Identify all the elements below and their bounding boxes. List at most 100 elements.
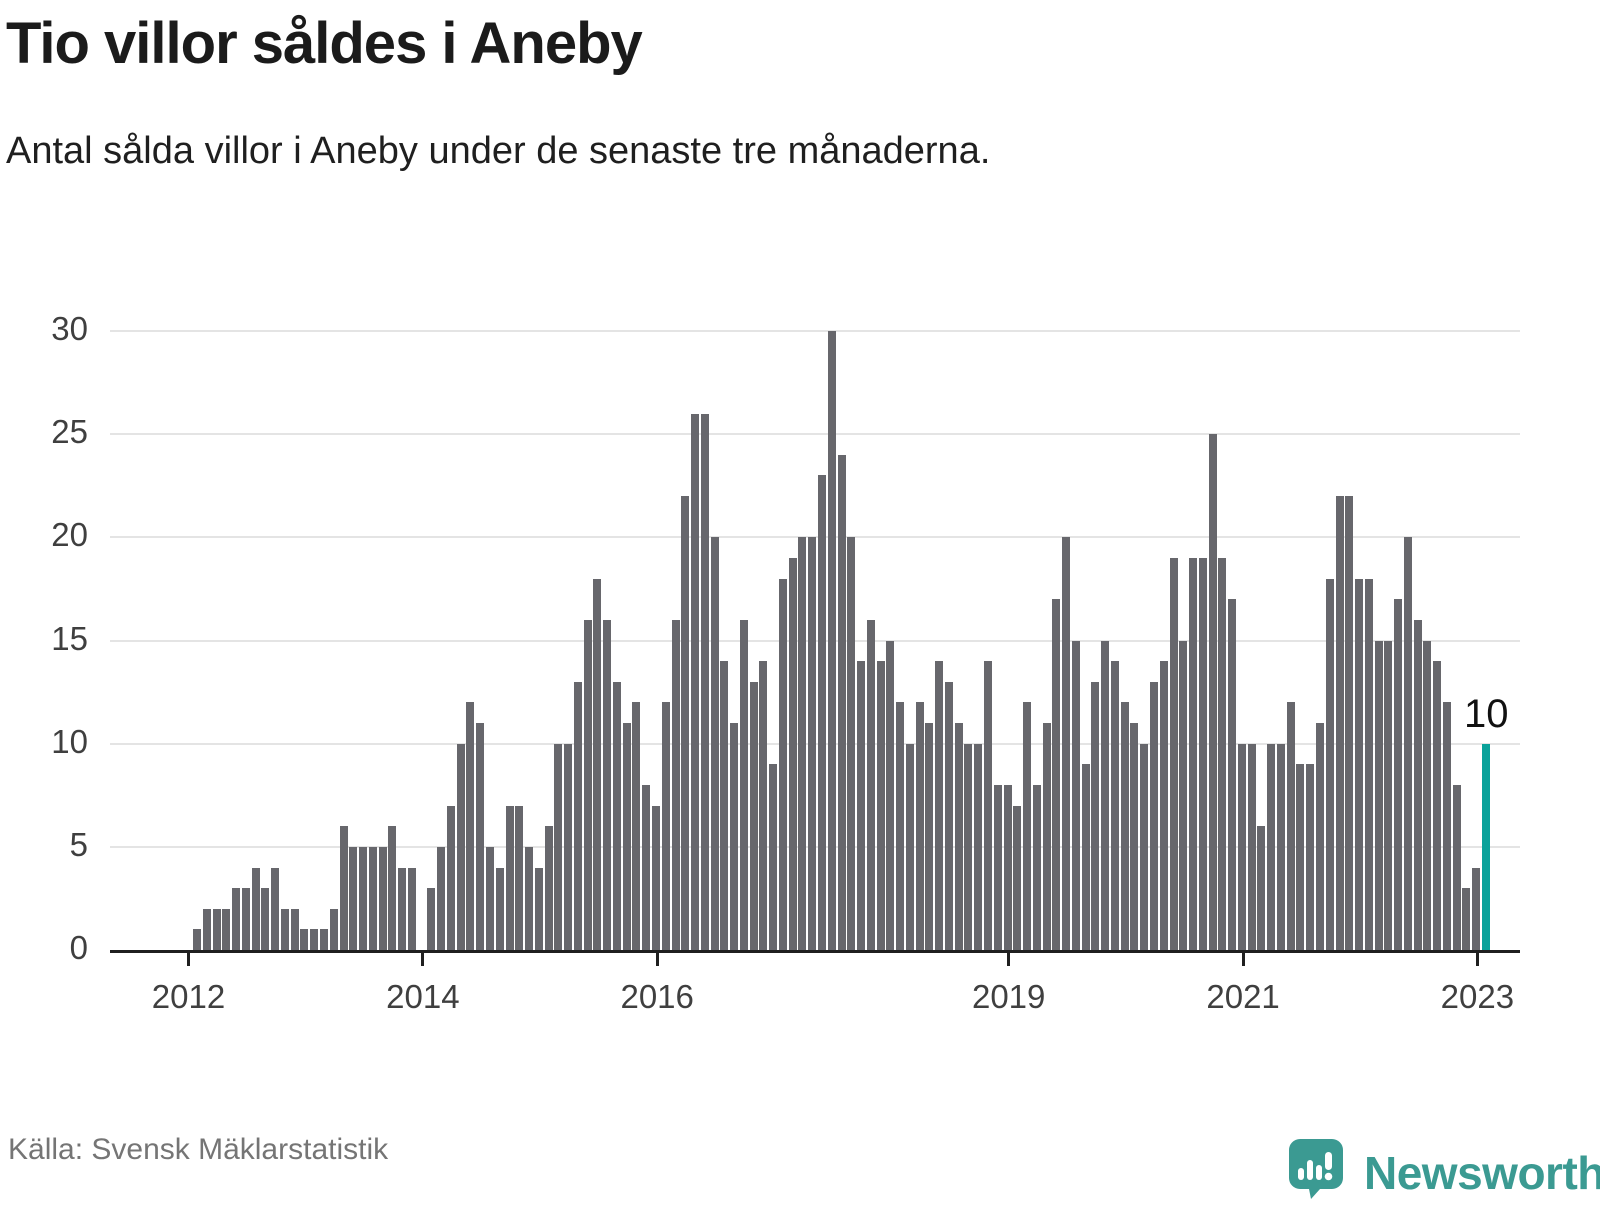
bar — [476, 723, 485, 950]
x-axis-label-2023: 2023 — [1440, 978, 1515, 1015]
bar — [681, 496, 690, 950]
x-axis-line — [110, 950, 1520, 953]
bar — [1364, 578, 1373, 950]
bar — [642, 784, 651, 950]
bar — [222, 908, 231, 950]
bar — [1267, 743, 1276, 950]
bar — [515, 805, 524, 950]
bar — [915, 702, 924, 950]
bar — [573, 681, 582, 950]
gridline-y-30 — [110, 330, 1520, 332]
page-title: Tio villor såldes i Aneby — [6, 11, 643, 76]
bar — [554, 743, 563, 950]
bar — [1472, 867, 1481, 950]
bar — [446, 805, 455, 950]
last-value-label: 10 — [1464, 692, 1509, 736]
bar — [710, 537, 719, 950]
bar — [749, 681, 758, 950]
bar — [1208, 434, 1217, 950]
bar — [251, 867, 260, 950]
bar — [817, 475, 826, 950]
bar — [202, 908, 211, 950]
bar — [1091, 681, 1100, 950]
y-axis-label-10: 10 — [51, 722, 88, 760]
bar — [622, 723, 631, 950]
y-axis-label-30: 30 — [51, 310, 88, 347]
newsworthy-logo-icon — [1288, 1138, 1344, 1205]
bar — [886, 640, 895, 950]
bar — [544, 826, 553, 950]
bar — [232, 888, 241, 950]
bar-highlight — [1481, 743, 1490, 950]
bar — [1198, 558, 1207, 950]
bar — [427, 888, 436, 950]
bar — [1120, 702, 1129, 950]
page-subtitle: Antal sålda villor i Aneby under de sena… — [6, 130, 991, 172]
x-axis-label-2021: 2021 — [1206, 978, 1280, 1015]
bar — [1257, 826, 1266, 950]
bar — [1315, 723, 1324, 950]
bar — [612, 681, 621, 950]
bar — [290, 908, 299, 950]
bar — [1335, 496, 1344, 950]
bar — [974, 743, 983, 950]
bar — [368, 846, 377, 950]
source-note: Källa: Svensk Mäklarstatistik — [8, 1133, 389, 1166]
bar — [905, 743, 914, 950]
bar — [632, 702, 641, 950]
bar — [847, 537, 856, 950]
bar — [437, 846, 446, 950]
newsworthy-logo-text: Newsworthy — [1364, 1147, 1600, 1199]
bar — [212, 908, 221, 950]
bar — [1023, 702, 1031, 950]
bar — [1062, 537, 1071, 950]
y-axis-label-0: 0 — [69, 929, 88, 966]
x-axis-tick-2012 — [187, 953, 190, 966]
bar — [1081, 764, 1090, 950]
bar — [983, 661, 992, 950]
bar — [944, 681, 953, 950]
bar — [1296, 764, 1305, 950]
bar — [1247, 743, 1256, 950]
bar — [651, 805, 660, 950]
bar — [388, 826, 397, 950]
x-axis-label-2019: 2019 — [971, 978, 1046, 1015]
x-axis-tick-2016 — [655, 953, 659, 966]
bar — [1013, 805, 1022, 950]
bar — [280, 908, 289, 950]
bar — [1442, 702, 1451, 950]
bar — [1042, 723, 1051, 950]
bar — [1394, 599, 1403, 950]
y-axis-label-15: 15 — [51, 619, 88, 657]
bar — [564, 743, 573, 950]
bar — [339, 826, 348, 950]
bar — [593, 578, 602, 950]
bar — [1179, 640, 1188, 950]
bar — [1413, 619, 1422, 950]
bar — [349, 846, 358, 950]
bar — [837, 454, 846, 950]
gridline-y-25 — [110, 433, 1520, 436]
bar — [319, 929, 328, 950]
bar — [1159, 661, 1168, 950]
x-axis-label-2014: 2014 — [386, 978, 460, 1015]
y-axis-label-20: 20 — [51, 516, 88, 554]
bar — [1140, 743, 1149, 950]
x-axis-tick-2014 — [421, 953, 425, 966]
bar — [759, 661, 768, 950]
bar — [1423, 640, 1432, 950]
bar — [1345, 496, 1354, 950]
bar — [857, 661, 865, 950]
bar — [310, 929, 319, 950]
bar — [778, 578, 787, 950]
y-axis-label-25: 25 — [51, 413, 88, 451]
bar — [1032, 784, 1041, 950]
bar — [876, 661, 885, 950]
bar — [691, 413, 699, 950]
bar — [954, 723, 963, 950]
bar — [788, 558, 797, 950]
x-axis-tick-2021 — [1241, 953, 1245, 966]
x-axis-tick-2019 — [1007, 953, 1011, 966]
bar — [193, 929, 201, 950]
newsworthy-logo: Newsworthy — [1288, 1138, 1600, 1205]
